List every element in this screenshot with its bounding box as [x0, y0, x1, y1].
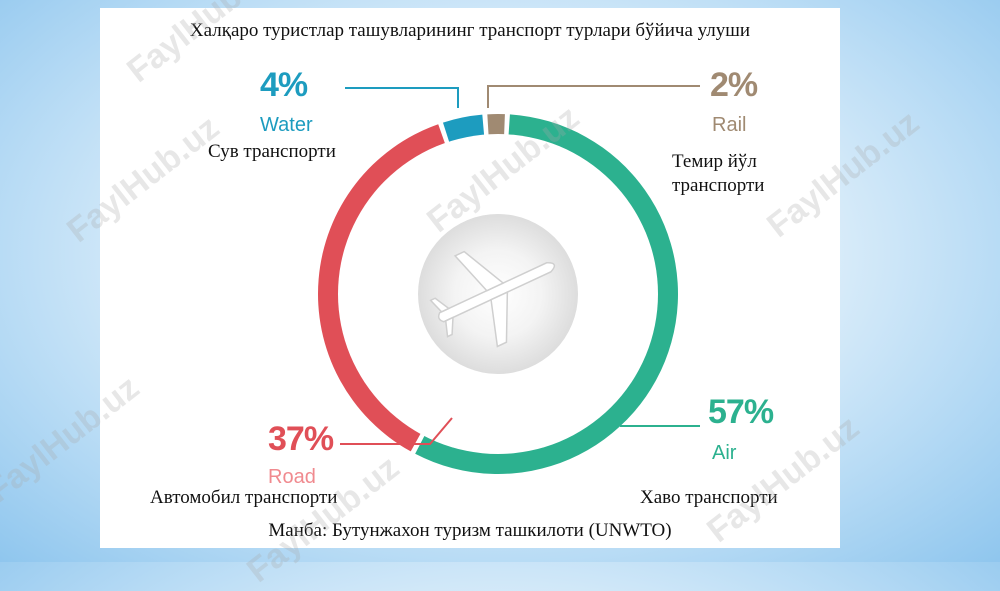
- water-label-en: Water: [260, 114, 313, 136]
- rail-label-uz: Темир йўл транспорти: [672, 151, 765, 196]
- air-label-en: Air: [712, 442, 737, 464]
- water-leader: [345, 87, 459, 108]
- rail-leader: [487, 85, 700, 108]
- road-label-uz: Автомобил транспорти: [150, 487, 338, 508]
- source-note: Манба: Бутунжахон туризм ташкилоти (UNWT…: [268, 520, 672, 541]
- slice-road: [318, 124, 459, 452]
- road-percent: 37%: [268, 420, 334, 458]
- donut-chart: [318, 85, 700, 474]
- slide: Халқаро туристлар ташувларининг транспор…: [100, 8, 840, 548]
- airplane-icon: [429, 250, 556, 348]
- road-leader: [340, 417, 453, 445]
- air-percent: 57%: [708, 393, 774, 431]
- water-percent: 4%: [260, 66, 308, 104]
- road-label-en: Road: [268, 466, 316, 488]
- water-label-uz: Сув транспорти: [208, 141, 336, 162]
- rail-percent: 2%: [710, 66, 758, 104]
- air-label-uz: Хаво транспорти: [640, 487, 778, 508]
- chart-title: Халқаро туристлар ташувларининг транспор…: [189, 20, 751, 41]
- rail-label-en: Rail: [712, 114, 747, 136]
